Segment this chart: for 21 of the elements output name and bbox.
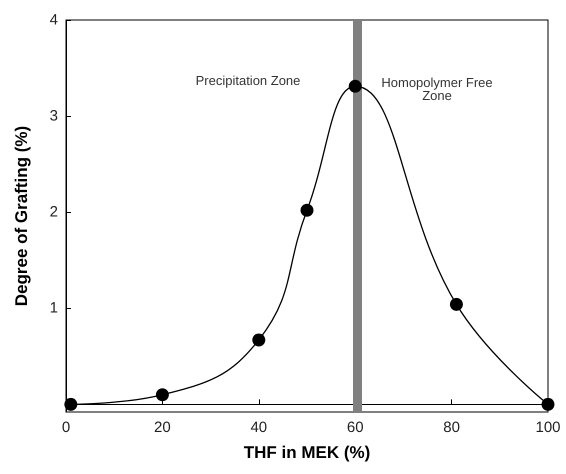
x-tick-label: 20 [154, 419, 171, 436]
y-tick-label: 2 [50, 204, 58, 221]
point [348, 80, 362, 93]
x-tick-label: 60 [346, 419, 364, 436]
y-tick-label: 1 [50, 300, 58, 317]
x-tick-label: 0 [62, 419, 70, 436]
x-tick-label: 40 [250, 419, 268, 436]
annotation: Precipitation Zone [196, 73, 300, 88]
point [300, 204, 314, 217]
point [542, 398, 554, 411]
point [450, 298, 463, 311]
point [156, 388, 169, 402]
point [252, 333, 266, 346]
y-axis-title: Degree of Grafting (%) [12, 126, 31, 306]
point [64, 398, 78, 411]
y-tick-label: 3 [50, 108, 58, 125]
x-tick-label: 100 [535, 419, 561, 436]
x-axis-title: THF in MEK (%) [244, 443, 370, 462]
x-tick-label: 80 [443, 419, 460, 436]
annotation: Homopolymer Free Zone [381, 75, 493, 103]
y-tick-label: 4 [50, 12, 58, 28]
